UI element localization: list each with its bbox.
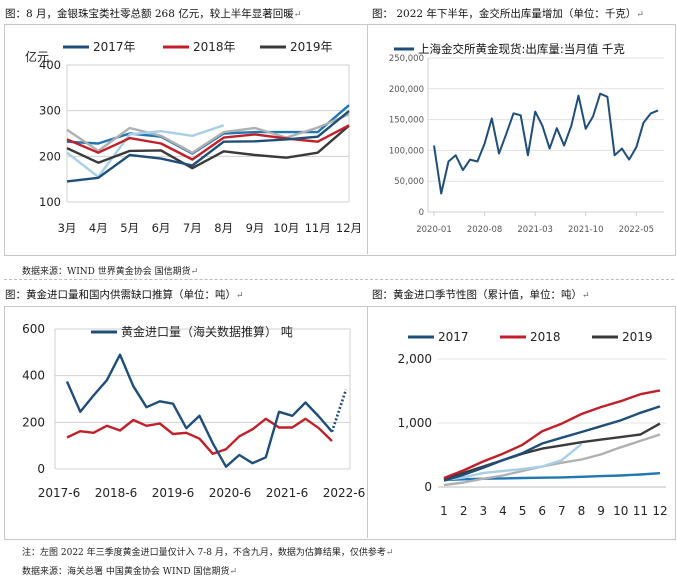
panel-bottom-divider (367, 306, 368, 538)
x-tick-label: 2018-6 (95, 486, 138, 500)
x-tick-label: 2021-10 (568, 225, 604, 235)
series-projection-imports (330, 389, 348, 433)
x-tick-label: 9月 (246, 221, 265, 235)
series-line-2021 (443, 433, 661, 487)
legend-2019-label: 2019 (622, 330, 653, 344)
x-tick-label: 2022-05 (619, 225, 655, 235)
series-line-2021年 (66, 113, 350, 154)
x-tick-label: 3月 (58, 221, 77, 235)
panel-top (4, 24, 676, 256)
y-tick-label: 2,000 (398, 352, 432, 366)
source-top: 数据来源：WIND 世界黄金协会 国信期货↵ (22, 267, 199, 277)
x-tick-label: 2019-6 (152, 486, 195, 500)
x-tick-label: 2017-6 (38, 486, 81, 500)
legend-2017-label: 2017 (438, 330, 469, 344)
x-tick-label: 2020-6 (209, 486, 252, 500)
x-tick-label: 7 (558, 504, 566, 518)
x-tick-label: 2021-03 (517, 225, 553, 235)
x-tick-label: 2021-6 (266, 486, 309, 500)
legend-imports-label: 黄金进口量（海关数据推算） 吨 (121, 324, 293, 339)
y-tick-label: 200 (22, 415, 45, 429)
series-line-2018 (443, 389, 661, 480)
x-tick-label: 12 (652, 504, 667, 518)
x-tick-label: 2 (460, 504, 468, 518)
caption-sge: 图： 2022 年下半年，金交所出库量增加（单位：千克）↵ (372, 8, 644, 20)
series-line-2018年 (66, 124, 350, 161)
x-tick-label: 4月 (89, 221, 108, 235)
source-bottom: 数据来源：海关总署 中国黄金协会 WIND 国信期货↵ (22, 567, 238, 577)
legend-2019年-label: 2019年 (290, 40, 333, 54)
y-tick-label: 1,000 (398, 416, 432, 430)
x-tick-label: 9 (597, 504, 605, 518)
x-tick-label: 4 (499, 504, 507, 518)
series-line-imports (65, 353, 333, 468)
legend-2018年-label: 2018年 (193, 40, 236, 54)
y-tick-label: 200 (39, 149, 61, 163)
x-tick-label: 6 (538, 504, 546, 518)
x-tick-label: 11月 (305, 221, 331, 235)
x-tick-label: 2020-01 (416, 225, 452, 235)
x-tick-label: 12月 (336, 221, 362, 235)
series-line-gap (66, 417, 333, 456)
note: 注：左图 2022 年三季度黄金进口量仅计入 7-8 月，不含九月，数据为估算结… (22, 548, 394, 558)
x-tick-label: 7月 (183, 221, 202, 235)
y-tick-label: 0 (419, 208, 424, 218)
series-line-2017 (443, 405, 661, 482)
chart-imports: 0 200 400 600 2017-6 2018-6 2019-6 2020-6 2021-6… (22, 322, 366, 500)
y-tick-label: 0 (37, 462, 45, 476)
caption-imports: 图：黄金进口量和国内供需缺口推算（单位：吨）↵ (5, 289, 244, 301)
x-tick-label: 2022-6 (323, 486, 366, 500)
y-tick-label: 150,000 (389, 116, 424, 126)
y-tick-label: 600 (22, 322, 45, 336)
y-tick-label: 100 (39, 195, 61, 209)
caption-seasonal: 图：黄金进口季节性图（累计值，单位：吨）↵ (372, 289, 590, 301)
y-tick-label: 250,000 (389, 54, 424, 64)
caption-retail: 图：8 月，金银珠宝类社零总额 268 亿元，较上半年显著回暖↵ (5, 8, 302, 20)
y-axis-label: 亿元 (25, 49, 49, 64)
x-tick-label: 5 (519, 504, 527, 518)
series-line-2020年 (66, 124, 225, 179)
series-line-2019年 (66, 124, 350, 170)
x-tick-label: 10 (613, 504, 628, 518)
y-tick-label: 400 (22, 369, 45, 383)
y-tick-label: 100,000 (389, 146, 424, 156)
separator-dashed (4, 279, 674, 280)
x-tick-label: 8 (578, 504, 586, 518)
series-line-sge (433, 92, 659, 195)
x-tick-label: 3 (479, 504, 487, 518)
y-tick-label: 400 (39, 58, 61, 72)
y-tick-label: 300 (39, 104, 61, 118)
legend-2018-label: 2018 (530, 330, 561, 344)
panel-top-divider (367, 24, 368, 254)
y-tick-label: 0 (424, 480, 432, 494)
x-tick-label: 2020-08 (467, 225, 503, 235)
y-tick-label: 200,000 (389, 85, 424, 95)
x-tick-label: 10月 (273, 221, 299, 235)
series-line-2020 (443, 443, 583, 482)
x-tick-label: 1 (440, 504, 448, 518)
x-tick-label: 11 (633, 504, 648, 518)
series-line-2017年 (66, 110, 350, 183)
legend-2017年-label: 2017年 (93, 40, 136, 54)
x-tick-label: 8月 (214, 221, 233, 235)
y-tick-label: 50,000 (394, 177, 424, 187)
x-tick-label: 5月 (120, 221, 139, 235)
chart-title: 上海金交所黄金现货:出库量:当月值 千克 (418, 42, 625, 56)
chart-sge: 0 50,000 100,000 150,000 200,000 250,000 2020-… (389, 42, 664, 235)
series-line-2019 (443, 422, 661, 481)
x-tick-label: 6月 (152, 221, 171, 235)
